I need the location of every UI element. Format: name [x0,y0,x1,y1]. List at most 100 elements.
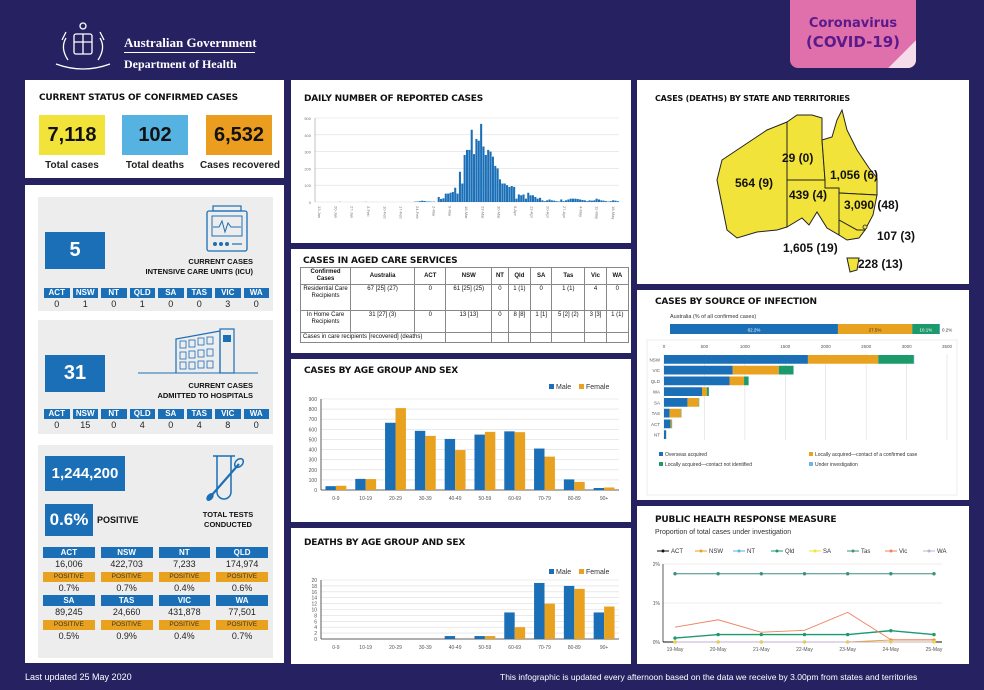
column-header: WA [605,267,630,285]
column-header: Vic [584,267,607,285]
positive-label: POSITIVE [97,515,139,525]
legend-swatch [549,569,554,574]
x-tick-label: 0 [663,344,666,349]
y-tick-label: 400 [304,133,311,138]
bar-female [514,432,526,490]
y-tick-label: 900 [309,397,318,403]
y-tick-label: 2% [653,562,661,568]
state-header: SA [158,409,184,419]
source-bar-segment [687,398,699,407]
overall-pct-label: 62.2% [748,328,761,333]
table-cell: 1 [1] [529,310,553,333]
table-header-row: Confirmed Cases Australia ACT NSW NT Qld… [300,267,630,285]
daily-bar [579,199,582,202]
daily-bar [501,183,504,202]
total-cases-value: 7,118 [39,115,105,155]
legend-label: Locally acquired—contact not identified [665,462,752,468]
table-cell: 0 [414,310,447,333]
state-header: SA [158,288,184,298]
legend-swatch [579,569,584,574]
daily-bar [522,194,525,202]
test-tube-icon [206,455,245,501]
map-label-nsw: 3,090 (48) [844,198,899,212]
y-tick-label: QLD [651,379,661,384]
x-tick-label: 4-May [578,206,583,217]
table-cell: 8 [8] [507,310,532,333]
daily-bar [609,201,612,202]
x-tick-label: 20-Apr [546,206,551,219]
daily-bar [440,198,443,202]
y-tick-label: NSW [650,357,661,362]
daily-bar [418,201,421,202]
state-value: 4 [139,420,145,430]
deaths-by-age-title: DEATHS BY AGE GROUP AND SEX [304,538,466,548]
daily-bar [468,149,471,202]
source-bar-segment [706,387,709,396]
daily-bar [515,198,518,202]
icu-value: 5 [45,232,105,269]
state-value: 1 [82,299,88,309]
daily-bar [531,195,535,202]
table-cell [445,332,493,343]
y-tick-label: 100 [304,183,311,188]
bar-female [335,485,347,490]
monitor-icon [206,205,248,252]
column-header: Tas [551,267,586,285]
daily-bar [425,201,428,202]
bar-female [574,588,585,639]
source-bar-segment [807,355,879,364]
positive-tag: POSITIVE [43,620,95,630]
x-tick-label: 27-Jan [350,206,355,218]
legend-marker [699,549,703,553]
test-state-count: 431,878 [168,607,201,617]
daily-bar [597,199,600,202]
daily-bar [506,185,509,202]
state-value: 0 [253,299,259,309]
y-tick-label: 100 [309,478,318,484]
x-tick-label: 2000 [821,344,832,349]
legend-label: Male [556,384,571,391]
bar-male [444,438,456,490]
x-tick-label: 25-May [926,647,943,653]
legend-marker [813,549,817,553]
x-tick-label: 23-May [839,647,856,653]
map-nt [786,114,826,181]
positive-pct-value: 0.6% [45,504,93,536]
page-curl-decoration [888,40,916,68]
data-point [802,572,807,576]
x-tick-label: 3000 [902,344,913,349]
legend-label: Female [586,569,609,576]
hospital-label: CURRENT CASES ADMITTED TO HOSPITALS [120,381,253,401]
daily-bar [465,149,469,202]
daily-bar [555,201,558,202]
positive-tag: POSITIVE [158,620,211,630]
x-tick-label: 30-Mar [497,206,502,219]
legend-swatch [809,462,813,466]
map-label-nt: 29 (0) [782,151,813,165]
legend-marker [775,549,779,553]
legend-label: SA [823,549,831,555]
y-tick-label: 6 [314,619,317,625]
table-cell [584,332,607,343]
bar-female [365,479,377,490]
positive-tag: POSITIVE [43,572,95,582]
column-header: Confirmed Cases [300,267,351,285]
daily-bar [581,199,584,202]
bar-male [534,582,545,639]
total-deaths-label: Total deaths [125,160,185,171]
x-tick-label: 50-59 [479,496,492,502]
x-tick-label: 60-69 [508,645,521,651]
overall-pct-segment [939,324,940,334]
map-label-tas: 228 (13) [858,257,903,271]
daily-bar [416,201,419,202]
y-tick-label: 800 [309,407,318,413]
state-header: WA [243,409,269,419]
y-tick-label: 2 [314,631,317,637]
y-tick-label: NT [654,433,660,438]
y-tick-label: ACT [651,422,660,427]
bar-male [504,612,515,639]
bar-male [385,422,396,490]
daily-bar [454,187,457,202]
hospital-label-line2: ADMITTED TO HOSPITALS [157,391,253,400]
response-measure-panel: PUBLIC HEALTH RESPONSE MEASURE Proportio… [637,506,969,664]
